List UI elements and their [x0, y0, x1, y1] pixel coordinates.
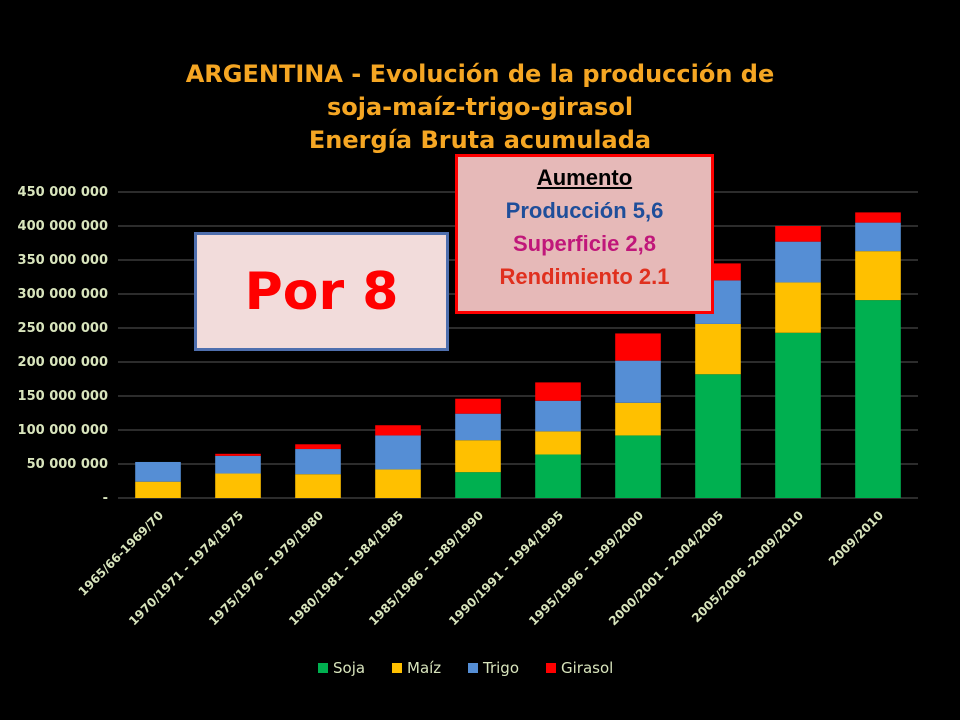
bar-segment-trigo — [775, 241, 821, 283]
bar-segment-girasol — [295, 444, 341, 450]
bar-segment-soja — [615, 435, 661, 498]
y-tick-label: 250 000 000 — [18, 321, 108, 336]
y-tick-label: 400 000 000 — [18, 219, 108, 234]
bar-segment-soja — [455, 472, 501, 498]
bar-segment-girasol — [535, 382, 581, 401]
legend-label: Maíz — [407, 659, 441, 677]
por-8-text: Por 8 — [244, 261, 399, 322]
bar-segment-girasol — [455, 398, 501, 414]
aumento-callout: Aumento Producción 5,6 Superficie 2,8 Re… — [455, 154, 714, 314]
bar-segment-trigo — [855, 222, 901, 252]
bar-segment-maz — [375, 469, 421, 498]
bar-segment-maz — [855, 251, 901, 301]
bar-segment-maz — [295, 474, 341, 498]
y-tick-label: 350 000 000 — [18, 253, 108, 268]
bar-segment-maz — [775, 282, 821, 333]
bar-segment-maz — [535, 431, 581, 455]
y-tick-label: 100 000 000 — [18, 423, 108, 438]
legend-swatch-soja — [318, 663, 328, 673]
bar-segment-trigo — [375, 435, 421, 470]
title-line-3: Energía Bruta acumulada — [308, 126, 652, 154]
bar-segment-trigo — [615, 360, 661, 403]
y-tick-label: 200 000 000 — [18, 355, 108, 370]
chart-title: ARGENTINA - Evolución de la producción d… — [120, 58, 840, 157]
legend-label: Trigo — [482, 659, 519, 677]
aumento-heading: Aumento — [536, 165, 633, 190]
bar-segment-girasol — [855, 212, 901, 223]
bar-segment-soja — [695, 374, 741, 498]
bar-segment-girasol — [775, 226, 821, 242]
y-tick-label: 150 000 000 — [18, 389, 108, 404]
bar-segment-soja — [535, 454, 581, 498]
bar-segment-trigo — [535, 400, 581, 432]
aumento-produccion: Producción 5,6 — [505, 198, 664, 223]
legend-swatch-girasol — [546, 663, 556, 673]
bar-segment-maz — [615, 402, 661, 436]
bar-segment-girasol — [615, 333, 661, 361]
aumento-rendimiento: Rendimiento 2.1 — [499, 264, 670, 289]
y-tick-label: - — [103, 491, 108, 506]
legend-label: Soja — [333, 659, 365, 677]
title-line-2: soja-maíz-trigo-girasol — [326, 93, 634, 121]
bar-segment-soja — [855, 300, 901, 498]
y-tick-label: 300 000 000 — [18, 287, 108, 302]
bar-segment-girasol — [375, 425, 421, 436]
bar-segment-trigo — [295, 449, 341, 475]
bar-segment-maz — [135, 481, 181, 498]
bar-segment-trigo — [455, 413, 501, 441]
bar-segment-girasol — [215, 453, 261, 456]
bar-segment-trigo — [215, 455, 261, 474]
por-8-callout: Por 8 — [194, 232, 449, 351]
bar-segment-soja — [775, 332, 821, 498]
y-tick-label: 450 000 000 — [18, 185, 108, 200]
bar-segment-maz — [455, 440, 501, 473]
legend-swatch-maz — [392, 663, 402, 673]
legend-swatch-trigo — [468, 663, 478, 673]
x-tick-label: 2009/2010 — [826, 508, 886, 568]
title-line-1: ARGENTINA - Evolución de la producción d… — [185, 60, 775, 88]
legend-label: Girasol — [561, 659, 613, 677]
bar-segment-trigo — [135, 461, 181, 482]
aumento-superficie: Superficie 2,8 — [512, 231, 657, 256]
x-tick-label: 1965/66-1969/70 — [76, 508, 166, 598]
bar-segment-maz — [215, 473, 261, 498]
y-tick-label: 50 000 000 — [27, 457, 108, 472]
bar-segment-maz — [695, 323, 741, 375]
